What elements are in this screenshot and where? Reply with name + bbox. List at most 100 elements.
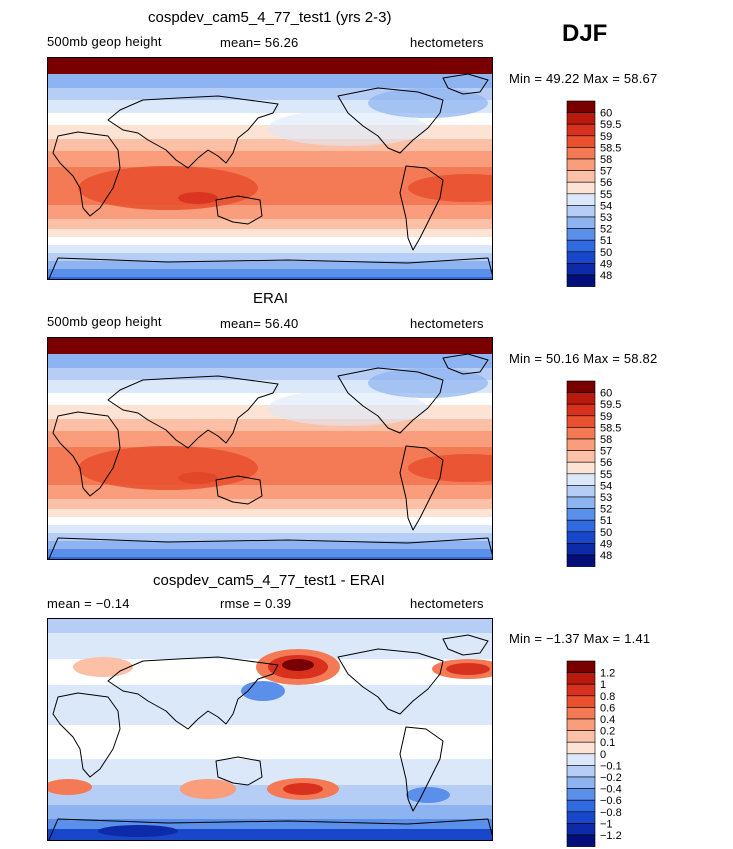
colorbar-box bbox=[566, 531, 596, 544]
colorbar-box bbox=[566, 427, 596, 440]
panel-1-colorbar: 60 59.5 59 58.5 58 57 56 55 54 53 52 51 50 49 48 bbox=[566, 100, 667, 289]
panel-2-map bbox=[47, 337, 493, 560]
colorbar-tick-label: 0.6 bbox=[600, 702, 615, 714]
colorbar-tick-label: 50 bbox=[600, 247, 612, 259]
colorbar-tick-label: 58.5 bbox=[600, 142, 621, 154]
colorbar-tick-label: 59.5 bbox=[600, 119, 621, 131]
colorbar-tick-label: 58 bbox=[600, 154, 612, 166]
colorbar-tick-label: 60 bbox=[600, 388, 612, 400]
coastline-2 bbox=[215, 475, 263, 505]
colorbar-box bbox=[566, 707, 596, 720]
colorbar-box bbox=[566, 147, 596, 160]
colorbar-tick-label: −0.2 bbox=[600, 772, 622, 784]
colorbar-box bbox=[566, 216, 596, 229]
colorbar-tick-label: 55 bbox=[600, 469, 612, 481]
coastline-6 bbox=[48, 818, 492, 840]
colorbar-tick-label: −0.6 bbox=[600, 795, 622, 807]
colorbar-tick-label: 48 bbox=[600, 270, 612, 282]
coastline-3 bbox=[337, 87, 444, 154]
panel-3-minmax: Min = −1.37 Max = 1.41 bbox=[509, 631, 651, 646]
colorbar-box bbox=[566, 170, 596, 183]
colorbar-box bbox=[566, 263, 596, 276]
colorbar-box bbox=[566, 100, 596, 113]
colorbar-box bbox=[566, 403, 596, 417]
colorbar-box bbox=[566, 753, 596, 766]
panel-3-colorbar: 1.2 1 0.8 0.6 0.4 0.2 0.1 0 −0.1 −0.2 −0.4 −0.6 −0.8… bbox=[566, 660, 667, 849]
colorbar-tick-label: 56 bbox=[600, 457, 612, 469]
colorbar-tick-label: 0.2 bbox=[600, 726, 615, 738]
coastline-1 bbox=[52, 692, 121, 778]
panel-3-title: cospdev_cam5_4_77_test1 - ERAI bbox=[153, 572, 385, 589]
coastline-4 bbox=[399, 165, 444, 251]
colorbar-box bbox=[566, 660, 596, 673]
panel-2-colorbar: 60 59.5 59 58.5 58 57 56 55 54 53 52 51 50 49 48 bbox=[566, 380, 667, 569]
panel-2-title: ERAI bbox=[253, 290, 289, 307]
colorbar-box bbox=[566, 554, 596, 567]
colorbar-tick-label: 0.4 bbox=[600, 714, 615, 726]
panel-3-map bbox=[47, 618, 493, 841]
colorbar-tick-label: 48 bbox=[600, 550, 612, 562]
colorbar-box bbox=[566, 765, 596, 778]
colorbar-box bbox=[566, 730, 596, 743]
panel-2-minmax: Min = 50.16 Max = 58.82 bbox=[509, 351, 658, 366]
coastline-1 bbox=[52, 411, 121, 497]
colorbar-box bbox=[566, 193, 596, 206]
colorbar-box bbox=[566, 496, 596, 509]
colorbar-box bbox=[566, 672, 596, 685]
colorbar-box bbox=[566, 380, 596, 393]
colorbar-box bbox=[566, 695, 596, 708]
coastline-3 bbox=[337, 367, 444, 434]
coastline-4 bbox=[399, 445, 444, 531]
colorbar-tick-label: 54 bbox=[600, 200, 612, 212]
colorbar-box bbox=[566, 392, 596, 405]
coastline-0 bbox=[107, 95, 279, 169]
colorbar-box bbox=[566, 228, 596, 241]
colorbar-box bbox=[566, 741, 596, 755]
coastline-5 bbox=[442, 353, 489, 375]
colorbar-box bbox=[566, 239, 596, 253]
season-label: DJF bbox=[562, 20, 608, 47]
coastline-0 bbox=[107, 656, 279, 730]
colorbar-tick-label: 59 bbox=[600, 131, 612, 143]
colorbar-box bbox=[566, 438, 596, 451]
coastline-3 bbox=[337, 648, 444, 715]
colorbar-tick-label: 56 bbox=[600, 177, 612, 189]
panel-1-title: cospdev_cam5_4_77_test1 (yrs 2-3) bbox=[148, 9, 392, 26]
colorbar-box bbox=[566, 519, 596, 533]
colorbar-tick-label: −0.1 bbox=[600, 760, 622, 772]
colorbar-tick-label: 0.1 bbox=[600, 737, 615, 749]
colorbar-tick-label: 58 bbox=[600, 434, 612, 446]
coastline-4 bbox=[399, 726, 444, 812]
panel-2-units: hectometers bbox=[410, 316, 484, 331]
colorbar-box bbox=[566, 415, 596, 428]
coastline-1 bbox=[52, 131, 121, 217]
colorbar-tick-label: −1 bbox=[600, 818, 613, 830]
panel-1-variable: 500mb geop height bbox=[47, 34, 162, 49]
colorbar-box bbox=[566, 274, 596, 287]
colorbar-tick-label: 57 bbox=[600, 446, 612, 458]
colorbar-box bbox=[566, 508, 596, 521]
colorbar-box bbox=[566, 112, 596, 125]
colorbar-tick-label: −0.4 bbox=[600, 784, 622, 796]
colorbar-tick-label: 1.2 bbox=[600, 668, 615, 680]
panel-3-units: hectometers bbox=[410, 596, 484, 611]
colorbar-box bbox=[566, 485, 596, 498]
colorbar-box bbox=[566, 543, 596, 556]
colorbar-tick-label: 57 bbox=[600, 166, 612, 178]
coastline-5 bbox=[442, 634, 489, 656]
colorbar-box bbox=[566, 823, 596, 836]
coastline-2 bbox=[215, 756, 263, 786]
colorbar-box bbox=[566, 799, 596, 813]
colorbar-tick-label: 60 bbox=[600, 108, 612, 120]
coastline-5 bbox=[442, 73, 489, 95]
coastline-6 bbox=[48, 537, 492, 559]
colorbar-box bbox=[566, 473, 596, 486]
colorbar-tick-label: 53 bbox=[600, 212, 612, 224]
colorbar-tick-label: 55 bbox=[600, 189, 612, 201]
colorbar-tick-label: 49 bbox=[600, 538, 612, 550]
colorbar-tick-label: 51 bbox=[600, 515, 612, 527]
panel-1-map bbox=[47, 57, 493, 280]
colorbar-tick-label: −1.2 bbox=[600, 830, 622, 842]
colorbar-tick-label: 54 bbox=[600, 480, 612, 492]
colorbar-box bbox=[566, 158, 596, 171]
